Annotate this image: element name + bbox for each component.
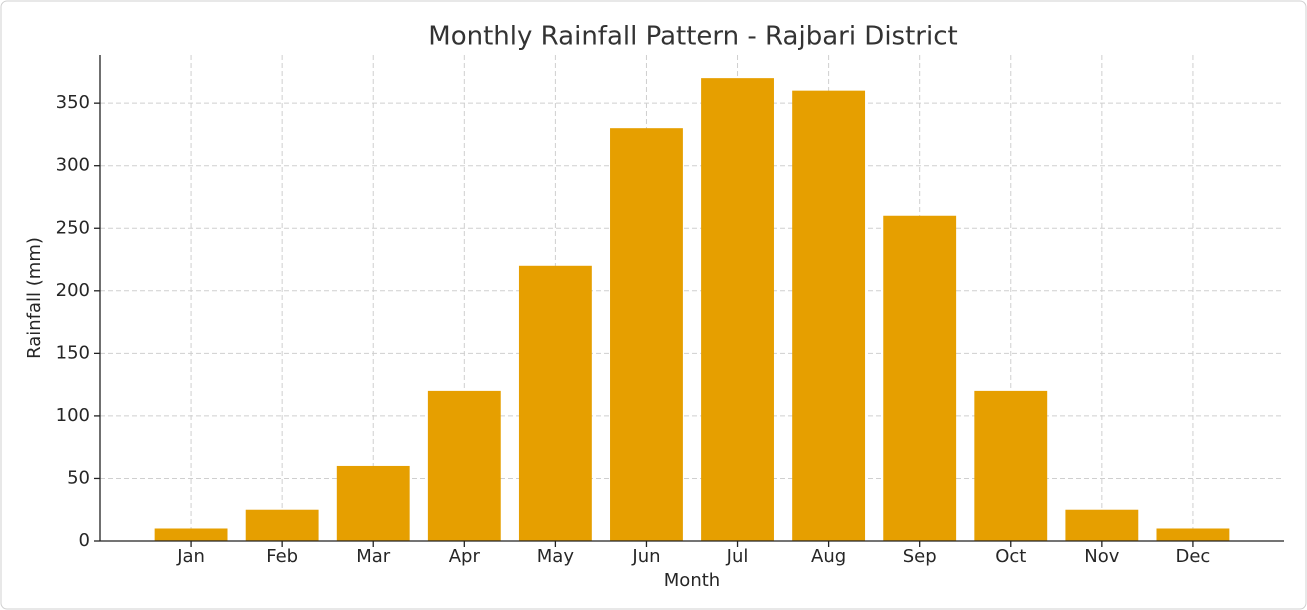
x-tick-label: Apr [449, 546, 481, 567]
y-tick-label: 50 [67, 467, 90, 488]
bar [792, 90, 866, 541]
y-tick-label: 100 [56, 405, 90, 426]
y-tick-label: 350 [56, 92, 90, 113]
bar [427, 390, 501, 541]
bar [518, 265, 592, 541]
x-axis-label: Month [664, 570, 720, 591]
y-tick-label: 0 [79, 530, 90, 551]
bar [1065, 509, 1139, 541]
y-tick-label: 250 [56, 217, 90, 238]
bar [245, 509, 319, 541]
bar [336, 465, 410, 541]
x-tick-label: Mar [356, 546, 391, 567]
x-tick-label: Feb [266, 546, 298, 567]
bar [154, 528, 228, 541]
y-tick-label: 300 [56, 155, 90, 176]
x-tick-label: Jun [631, 546, 660, 567]
x-tick-label: Oct [995, 546, 1026, 567]
x-tick-label: Nov [1084, 546, 1119, 567]
x-tick-label: May [537, 546, 575, 567]
x-tick-label: Dec [1176, 546, 1211, 567]
bar [701, 78, 774, 542]
x-tick-label: Sep [903, 546, 937, 567]
x-tick-label: Jul [726, 546, 749, 567]
bar [610, 128, 683, 542]
x-tick-label: Jan [176, 546, 205, 567]
chart-title: Monthly Rainfall Pattern - Rajbari Distr… [428, 22, 957, 52]
bar [1156, 528, 1230, 541]
y-tick-label: 150 [56, 342, 90, 363]
bar [974, 390, 1048, 541]
x-tick-label: Aug [811, 546, 846, 567]
bar [883, 215, 957, 542]
y-axis-label: Rainfall (mm) [24, 237, 45, 359]
y-tick-label: 200 [56, 280, 90, 301]
